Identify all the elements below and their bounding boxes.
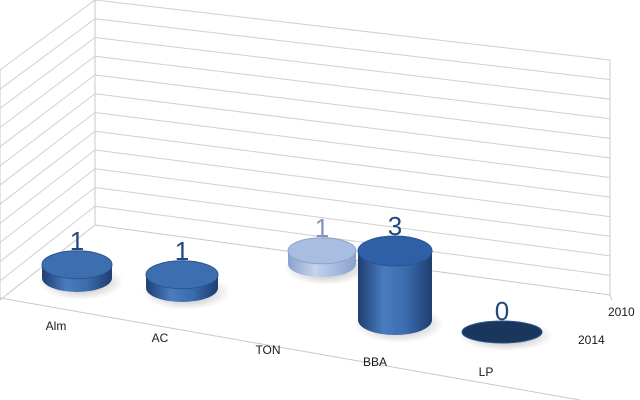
data-label: 3 bbox=[388, 211, 402, 241]
bars-group bbox=[38, 235, 554, 351]
gridline-side bbox=[0, 37, 96, 109]
bar-lp bbox=[458, 320, 554, 351]
x-tick-labels: Alm AC TON BBA LP bbox=[46, 319, 494, 379]
gridline-side bbox=[0, 112, 96, 186]
gridline-back bbox=[94, 0, 611, 61]
bar-ton bbox=[284, 237, 368, 285]
gridline-back bbox=[94, 149, 611, 218]
gridline-side bbox=[0, 93, 96, 167]
depth-tick-label: 2010 bbox=[608, 305, 635, 319]
gridline-back bbox=[94, 168, 611, 237]
gridline-back bbox=[94, 74, 611, 139]
x-tick-label: Alm bbox=[46, 319, 67, 333]
gridline-back bbox=[94, 55, 611, 120]
gridline-side bbox=[0, 18, 96, 90]
gridline-back bbox=[94, 130, 611, 198]
bar-top bbox=[145, 260, 219, 290]
gridline-back bbox=[94, 93, 611, 159]
gridline-side bbox=[0, 55, 96, 128]
bar-alm bbox=[38, 250, 124, 300]
bar-body bbox=[358, 251, 432, 335]
gridline-back bbox=[94, 187, 611, 257]
gridline-back bbox=[94, 37, 611, 100]
data-label: 1 bbox=[70, 226, 84, 256]
x-tick-label: TON bbox=[255, 343, 280, 357]
gridline-side bbox=[0, 0, 96, 71]
gridline-side bbox=[0, 168, 96, 243]
gridline-back bbox=[94, 112, 611, 178]
bar-top bbox=[41, 250, 113, 280]
gridline-side bbox=[0, 205, 96, 282]
data-label: 0 bbox=[495, 296, 509, 326]
gridline-back bbox=[94, 205, 611, 276]
data-labels-group: 1 1 1 3 0 bbox=[70, 211, 509, 326]
data-label: 1 bbox=[175, 236, 189, 266]
bar-top bbox=[461, 320, 543, 344]
gridline-side bbox=[0, 74, 96, 148]
x-tick-label: AC bbox=[152, 331, 169, 345]
gridline-side bbox=[0, 149, 96, 224]
x-tick-label: BBA bbox=[363, 355, 387, 369]
bar-top bbox=[287, 237, 357, 265]
bar-bba bbox=[354, 235, 444, 343]
bar-top bbox=[357, 235, 433, 267]
bar-ac bbox=[142, 260, 230, 310]
floor-right-edge bbox=[609, 294, 613, 301]
x-tick-label: LP bbox=[479, 365, 494, 379]
gridline-side bbox=[0, 187, 96, 263]
floor-front-edge bbox=[0, 297, 581, 400]
depth-tick-label: 2014 bbox=[578, 333, 605, 347]
data-label: 1 bbox=[315, 213, 329, 243]
gridlines bbox=[0, 0, 611, 282]
gridline-back bbox=[94, 18, 611, 81]
gridline-side bbox=[0, 130, 96, 205]
